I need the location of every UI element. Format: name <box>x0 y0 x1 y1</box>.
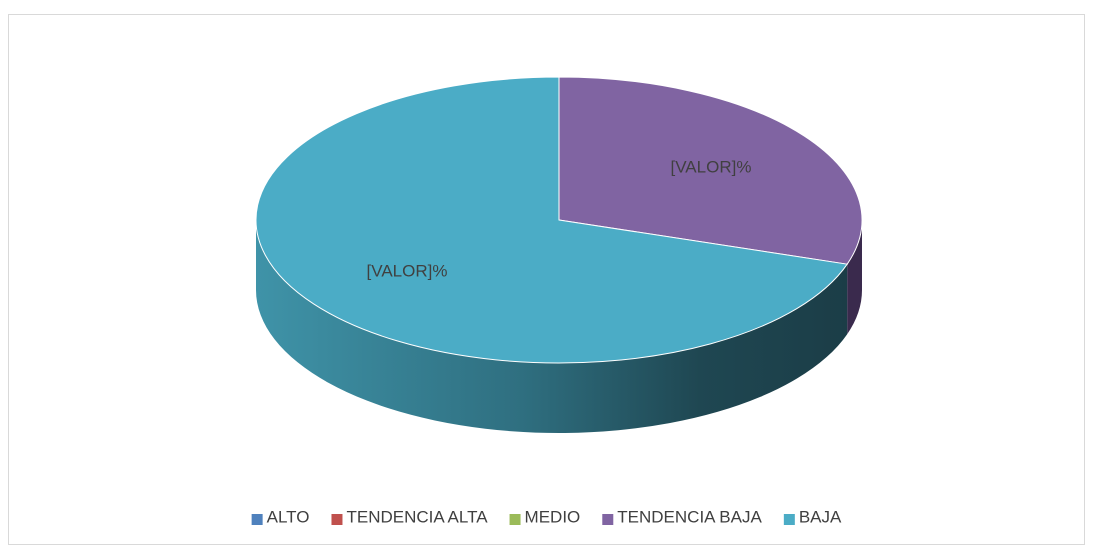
legend-swatch <box>331 514 343 525</box>
legend-item: TENDENCIA ALTA <box>331 507 488 526</box>
legend-item: MEDIO <box>509 507 581 526</box>
legend-swatch <box>602 514 614 525</box>
legend-label: MEDIO <box>525 507 581 526</box>
legend-label: TENDENCIA BAJA <box>617 507 762 526</box>
legend-label: ALTO <box>267 507 310 526</box>
pie-side <box>256 220 848 433</box>
pie-side <box>847 220 863 335</box>
legend-swatch <box>251 514 263 525</box>
legend-swatch <box>509 514 521 525</box>
legend-item: BAJA <box>783 507 842 526</box>
pie-slice <box>558 76 863 265</box>
legend-item: TENDENCIA BAJA <box>602 507 762 526</box>
legend-swatch <box>783 514 795 525</box>
data-label: [VALOR]% <box>671 157 752 176</box>
legend-label: BAJA <box>799 507 842 526</box>
legend-label: TENDENCIA ALTA <box>346 507 488 526</box>
data-label: [VALOR]% <box>367 262 448 281</box>
legend-item: ALTO <box>251 507 310 526</box>
pie-slice <box>255 76 849 364</box>
